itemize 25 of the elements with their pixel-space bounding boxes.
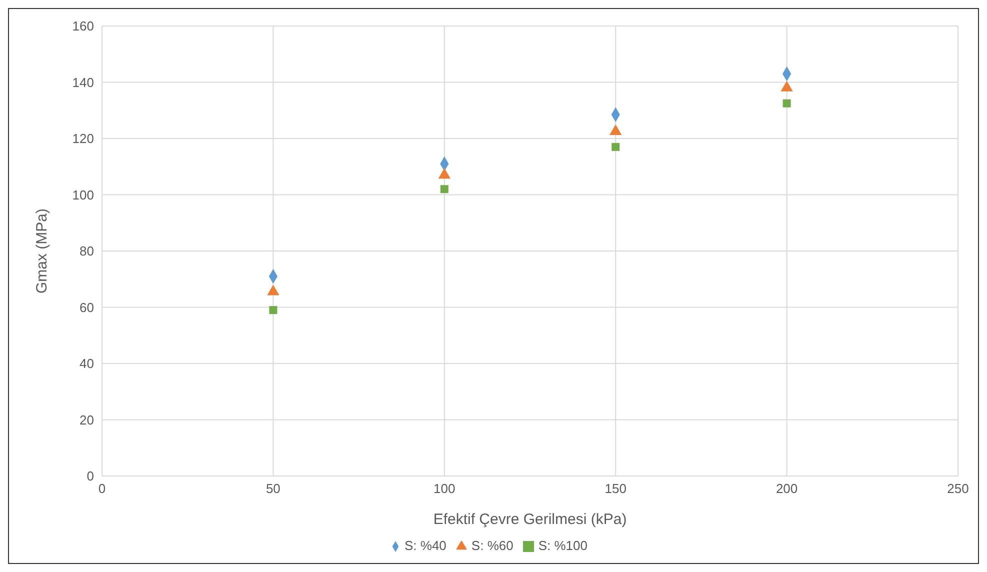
x-tick-label: 200 xyxy=(776,481,798,496)
y-tick-label: 60 xyxy=(80,300,94,315)
legend-label: S: %100 xyxy=(538,538,588,553)
y-axis-title: Gmax (MPa) xyxy=(33,208,50,294)
point xyxy=(612,142,620,151)
y-tick-label: 100 xyxy=(72,187,94,202)
legend-label: S: %40 xyxy=(404,538,446,553)
x-tick-label: 0 xyxy=(98,481,106,496)
y-tick-label: 0 xyxy=(86,468,94,484)
point xyxy=(269,306,278,314)
y-tick-label: 120 xyxy=(72,131,94,146)
x-tick-label: 150 xyxy=(604,481,626,496)
x-tick-label: 250 xyxy=(947,481,969,496)
y-tick-label: 40 xyxy=(80,356,94,372)
legend-label: S: %60 xyxy=(471,538,514,553)
y-tick-label: 140 xyxy=(72,74,94,90)
point xyxy=(440,185,448,194)
y-tick-label: 20 xyxy=(80,412,94,428)
x-axis-title: Efektif Çevre Gerilmesi (kPa) xyxy=(433,511,627,528)
point xyxy=(438,168,450,179)
x-tick-label: 50 xyxy=(266,481,280,496)
x-tick-label: 100 xyxy=(434,481,456,496)
y-tick-label: 80 xyxy=(80,244,94,259)
y-tick-label: 160 xyxy=(72,18,94,34)
point xyxy=(782,99,791,108)
